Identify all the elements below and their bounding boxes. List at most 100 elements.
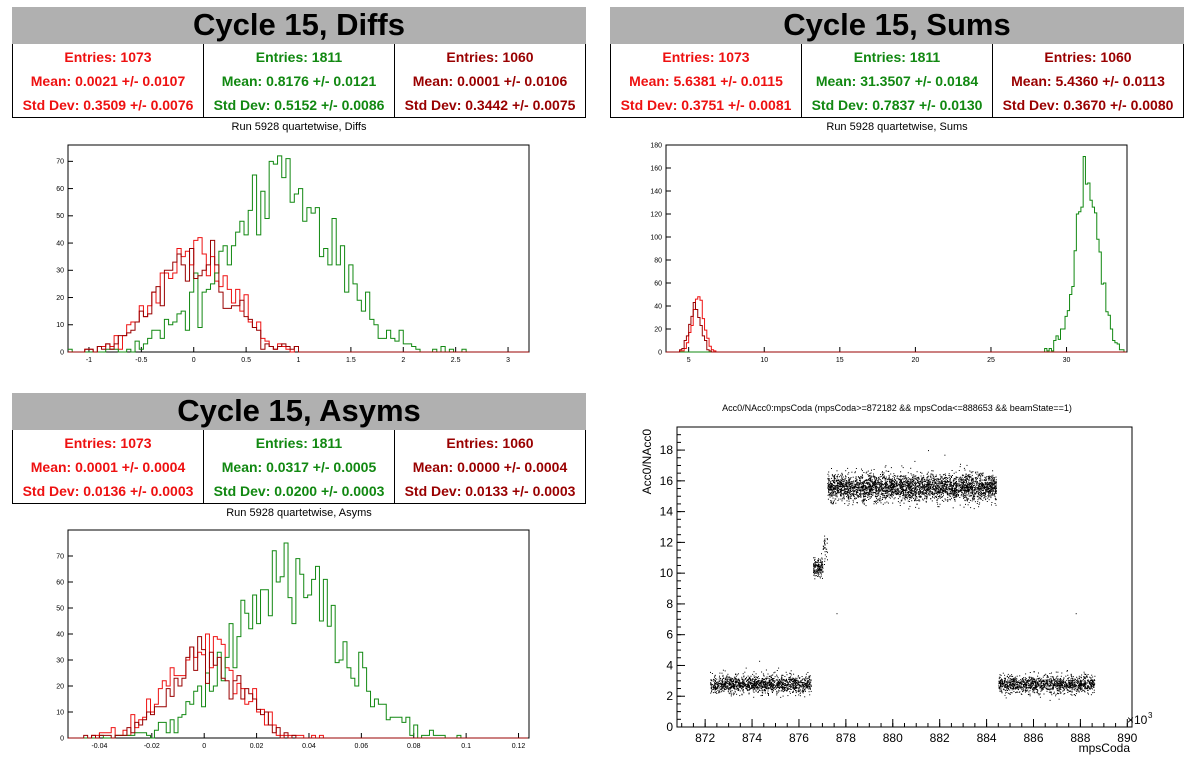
scatter-point — [758, 685, 760, 686]
scatter-point — [882, 490, 884, 492]
scatter-point — [966, 477, 968, 479]
scatter-point — [765, 687, 767, 688]
scatter-point — [947, 489, 949, 491]
scatter-point — [830, 502, 832, 504]
scatter-point — [901, 491, 903, 492]
x-tick-label: 30 — [1063, 357, 1071, 364]
scatter-point — [841, 482, 843, 484]
scatter-point — [990, 480, 992, 482]
scatter-point — [878, 486, 880, 488]
scatter-point — [815, 569, 817, 571]
scatter-point — [768, 693, 769, 695]
scatter-point — [808, 676, 810, 678]
scatter-point — [982, 493, 984, 495]
x-tick-label: -1 — [86, 357, 92, 364]
scatter-point — [960, 493, 962, 495]
scatter-point — [710, 692, 712, 694]
scatter-point — [880, 486, 881, 488]
scatter-point — [989, 484, 991, 486]
scatter-point — [837, 492, 839, 494]
scatter-point — [959, 481, 961, 483]
scatter-point — [962, 483, 964, 485]
scatter-point — [766, 682, 768, 684]
scatter-point — [865, 485, 866, 487]
scatter-point — [967, 491, 969, 493]
scatter-point — [955, 488, 956, 490]
scatter-point — [955, 471, 957, 473]
scatter-point — [949, 481, 951, 483]
stat-std: Std Dev: 0.0136 +/- 0.0003 — [22, 483, 194, 499]
scatter-point — [945, 487, 947, 489]
scatter-point — [739, 682, 740, 684]
x-tick-label: 876 — [789, 731, 809, 745]
scatter-point — [871, 486, 873, 488]
scatter-point — [917, 481, 919, 483]
scatter-point — [961, 479, 963, 481]
scatter-point — [845, 484, 847, 486]
scatter-point — [789, 679, 791, 681]
scatter-point — [889, 488, 891, 490]
scatter-point — [917, 486, 919, 488]
scatter-point — [945, 492, 947, 494]
scatter-point — [730, 695, 732, 697]
scatter-point — [985, 491, 987, 493]
scatter-point — [886, 497, 887, 499]
scatter-point — [841, 482, 843, 484]
scatter-point — [953, 491, 955, 493]
y-tick-label: 70 — [56, 159, 64, 166]
scatter-point — [776, 670, 778, 671]
scatter-point — [904, 489, 906, 491]
scatter-point — [817, 565, 819, 567]
scatter-point — [918, 491, 920, 493]
scatter-point — [793, 681, 795, 683]
scatter-point — [843, 489, 845, 491]
scatter-point — [985, 492, 987, 494]
scatter-point — [902, 497, 904, 499]
scatter-point — [745, 680, 747, 682]
scatter-point — [917, 482, 919, 484]
scatter-point — [920, 495, 922, 497]
scatter-point — [990, 475, 992, 477]
scatter-point — [931, 500, 933, 502]
scatter-point — [889, 495, 891, 496]
scatter-point — [876, 482, 877, 484]
scatter-point — [776, 690, 778, 692]
stat-mean: Mean: 0.0000 +/- 0.0004 — [412, 459, 568, 475]
scatter-point — [908, 491, 910, 493]
scatter-point — [971, 488, 973, 490]
scatter-point — [948, 481, 950, 482]
scatter-point — [972, 478, 973, 480]
scatter-point — [976, 485, 978, 487]
scatter-point — [878, 476, 880, 478]
scatter-point — [721, 691, 723, 693]
scatter-point — [801, 690, 803, 692]
scatter-point — [891, 492, 893, 494]
scatter-point — [770, 685, 772, 686]
scatter-point — [994, 493, 996, 495]
scatter-point — [827, 473, 829, 475]
scatter-point — [900, 481, 902, 483]
scatter-point — [808, 684, 810, 685]
scatter-point — [868, 494, 870, 496]
scatter-point — [754, 688, 756, 690]
scatter-point — [734, 684, 736, 686]
scatter-point — [802, 692, 804, 694]
scatter-point — [848, 503, 850, 505]
scatter-point — [989, 478, 991, 480]
scatter-point — [962, 478, 964, 480]
scatter-point — [863, 495, 865, 497]
scatter-point — [786, 681, 788, 683]
scatter-point — [896, 492, 898, 494]
scatter-point — [822, 571, 824, 573]
scatter-point — [980, 493, 982, 495]
scatter-point — [894, 497, 896, 499]
scatter-point — [945, 482, 947, 484]
y-tick-label: 180 — [650, 142, 662, 149]
scatter-point — [778, 687, 780, 689]
scatter-point — [813, 566, 815, 568]
scatter-point — [970, 471, 972, 473]
scatter-point — [798, 690, 800, 692]
scatter-point — [728, 692, 730, 694]
scatter-point — [910, 473, 912, 475]
scatter-point — [720, 682, 722, 684]
